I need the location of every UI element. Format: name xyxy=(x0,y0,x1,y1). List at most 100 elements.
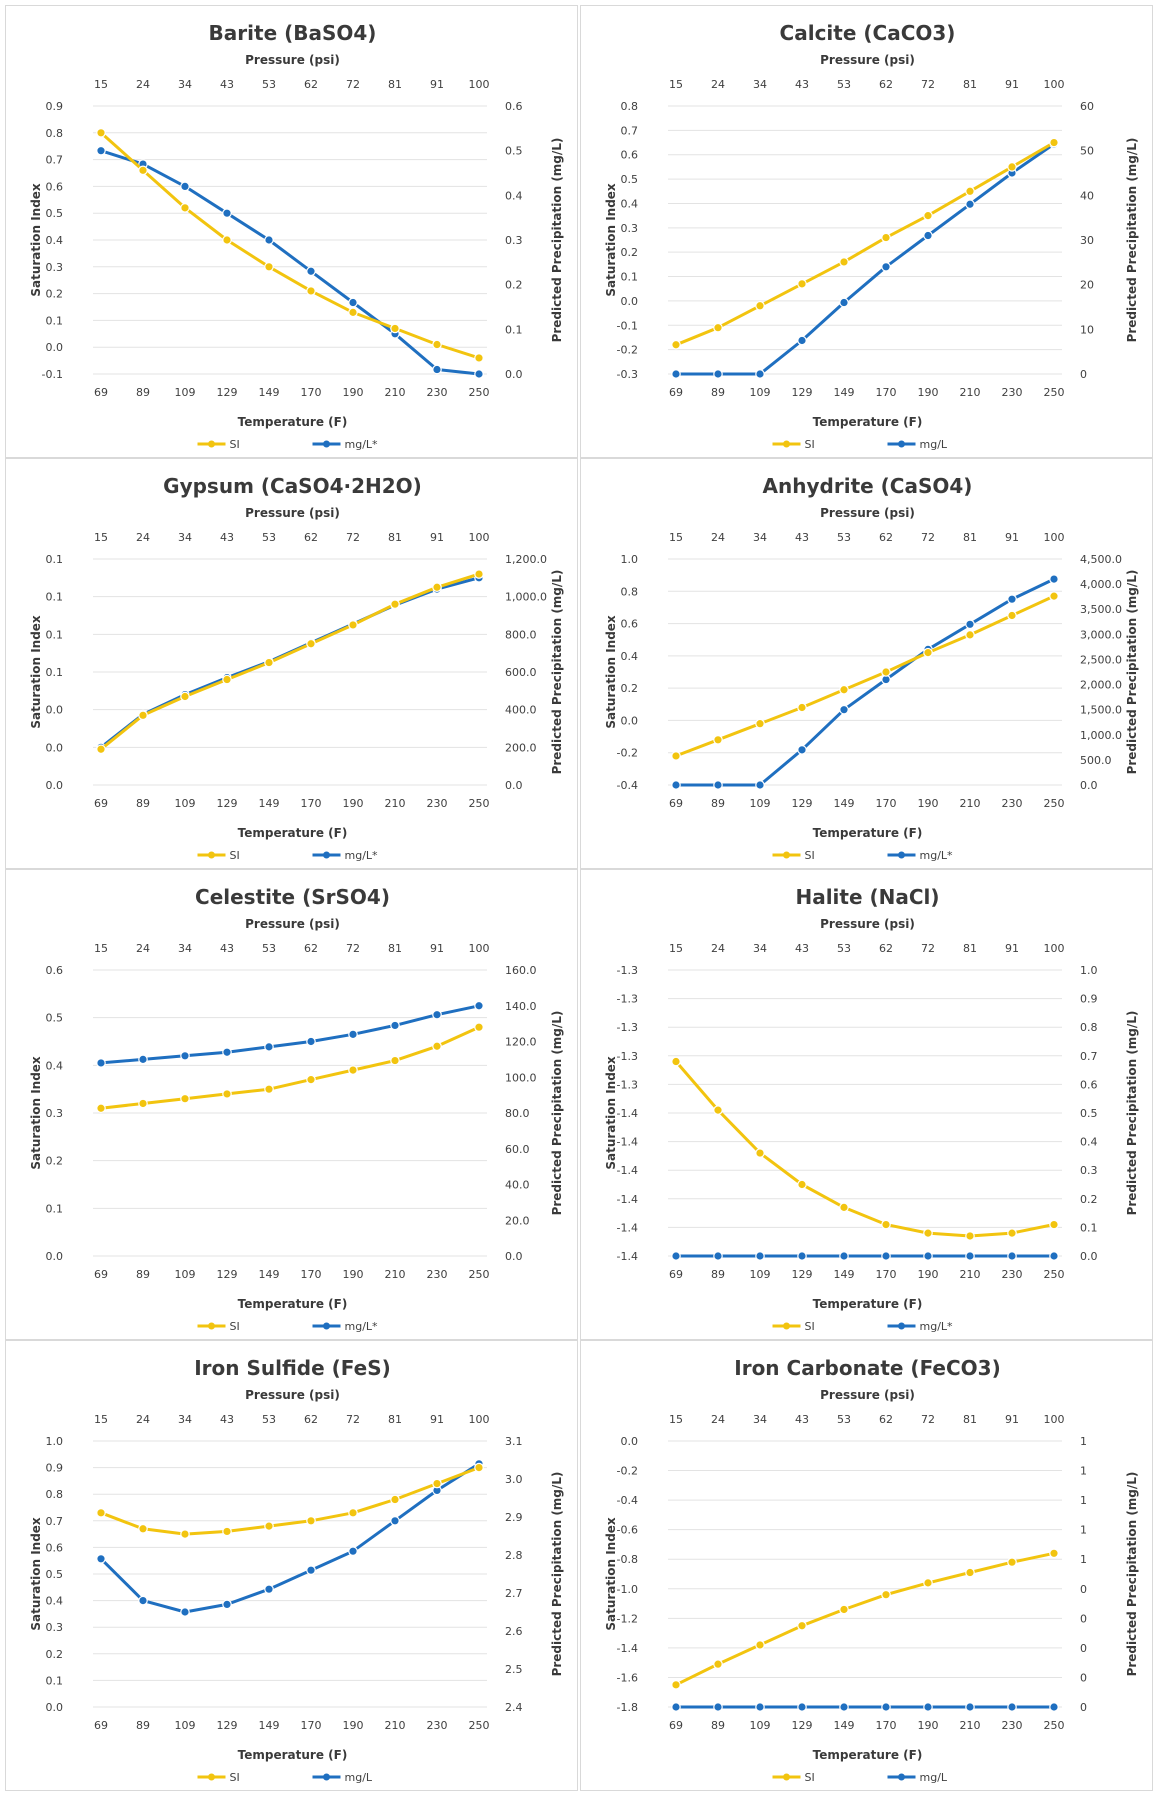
x-tick-label: 230 xyxy=(427,797,448,810)
y2-tick-label: 0.3 xyxy=(1080,1164,1098,1177)
legend-label-mgl: mg/L* xyxy=(920,849,954,862)
pressure-tick-label: 91 xyxy=(430,78,444,91)
y2-tick-label: 0.8 xyxy=(1080,1021,1098,1034)
x-tick-label: 69 xyxy=(669,1268,683,1281)
x-tick-label: 89 xyxy=(711,1268,725,1281)
data-point-si xyxy=(1007,610,1017,621)
pressure-tick-label: 62 xyxy=(879,942,893,955)
pressure-tick-label: 53 xyxy=(837,942,851,955)
y-tick-label: 0.1 xyxy=(621,271,639,284)
data-point-si xyxy=(180,1529,190,1539)
x-tick-label: 230 xyxy=(427,1268,448,1281)
y2-tick-label: 0 xyxy=(1080,1671,1087,1684)
data-point-si xyxy=(923,210,933,221)
data-point-mgl xyxy=(923,230,933,241)
y-tick-label: 0.8 xyxy=(46,1488,64,1501)
chart-panel: Iron Carbonate (FeCO3) Pressure (psi) -1.8… xyxy=(580,1340,1153,1791)
y2-tick-label: 2,000.0 xyxy=(1080,679,1122,692)
data-point-mgl xyxy=(797,745,807,755)
x-tick-label: 210 xyxy=(960,1719,981,1732)
data-point-mgl xyxy=(348,297,358,308)
pressure-tick-label: 24 xyxy=(711,1413,725,1426)
y-tick-label: 0.1 xyxy=(46,628,64,641)
y-tick-label: 0.0 xyxy=(621,714,639,727)
y-tick-label: 0.8 xyxy=(621,100,639,113)
x-tick-label: 89 xyxy=(136,1719,150,1732)
data-point-si xyxy=(222,674,232,685)
pressure-tick-label: 43 xyxy=(220,78,234,91)
pressure-tick-label: 43 xyxy=(220,1413,234,1426)
pressure-tick-label: 34 xyxy=(753,942,767,955)
y-tick-label: -1.4 xyxy=(617,1164,638,1177)
y-tick-label: -0.1 xyxy=(42,368,63,381)
data-point-si xyxy=(671,1680,681,1690)
data-point-si xyxy=(138,710,148,721)
y2-tick-label: 0.1 xyxy=(505,323,523,336)
pressure-tick-label: 91 xyxy=(430,942,444,955)
x-tick-label: 170 xyxy=(876,797,897,810)
data-point-mgl xyxy=(348,1029,358,1040)
y-tick-label: 0.1 xyxy=(46,666,64,679)
data-point-si xyxy=(713,1659,723,1669)
y-tick-label: 0.5 xyxy=(621,173,639,186)
y-tick-label: -0.4 xyxy=(617,779,638,792)
pressure-tick-label: 100 xyxy=(1044,78,1065,91)
chart-title: Anhydrite (CaSO4) xyxy=(763,474,973,498)
data-point-si xyxy=(1049,1219,1059,1230)
pressure-tick-label: 34 xyxy=(178,531,192,544)
y-tick-label: 0.4 xyxy=(46,1595,64,1608)
pressure-tick-label: 62 xyxy=(304,531,318,544)
series-line-si xyxy=(675,1551,1055,1687)
pressure-tick-label: 24 xyxy=(136,942,150,955)
top-axis-title: Pressure (psi) xyxy=(245,917,340,931)
data-point-mgl xyxy=(797,1251,807,1261)
y2-tick-label: 3,500.0 xyxy=(1080,603,1122,616)
chart-svg: Iron Sulfide (FeS) Pressure (psi) 0.0 0.1 0.… xyxy=(29,1356,564,1784)
data-point-si xyxy=(306,1516,316,1526)
series-line-mgl xyxy=(100,1004,480,1065)
data-point-si xyxy=(432,1041,442,1052)
x-tick-label: 210 xyxy=(960,386,981,399)
y-tick-label: 0.6 xyxy=(621,618,639,631)
legend-label-mgl: mg/L* xyxy=(345,438,379,451)
data-point-mgl xyxy=(1049,574,1059,584)
data-point-si xyxy=(797,1179,807,1190)
x-tick-label: 230 xyxy=(1002,797,1023,810)
data-point-mgl xyxy=(432,1009,442,1020)
data-point-si xyxy=(1049,1548,1059,1559)
pressure-tick-label: 43 xyxy=(220,531,234,544)
data-point-si xyxy=(713,734,723,745)
data-point-si xyxy=(1049,591,1059,601)
series-line-si xyxy=(100,1466,480,1536)
pressure-tick-label: 81 xyxy=(388,531,402,544)
x-axis-title: Temperature (F) xyxy=(813,1748,923,1762)
y-tick-label: 0.6 xyxy=(46,180,64,193)
y2-tick-label: 60.0 xyxy=(505,1143,530,1156)
chart-svg: Halite (NaCl) Pressure (psi) -1.4 -1.4 -1.4 -… xyxy=(604,885,1139,1333)
y-tick-label: -0.4 xyxy=(617,1494,638,1507)
pressure-tick-label: 15 xyxy=(94,531,108,544)
y-tick-label: 0.0 xyxy=(46,741,64,754)
y-tick-label: 0.9 xyxy=(46,1462,64,1475)
x-tick-label: 129 xyxy=(792,1268,813,1281)
top-axis-title: Pressure (psi) xyxy=(245,53,340,67)
x-tick-label: 129 xyxy=(217,1268,238,1281)
chart-svg: Gypsum (CaSO4·2H2O) Pressure (psi) 0.0 0.0 0… xyxy=(29,474,564,862)
pressure-tick-label: 53 xyxy=(262,1413,276,1426)
data-point-si xyxy=(96,744,106,755)
data-point-mgl xyxy=(264,1584,274,1594)
pressure-tick-label: 72 xyxy=(921,942,935,955)
data-point-si xyxy=(797,1620,807,1631)
y-tick-label: 0.3 xyxy=(46,1107,64,1120)
pressure-tick-label: 91 xyxy=(1005,942,1019,955)
y2-tick-label: 0.0 xyxy=(1080,779,1098,792)
y-tick-label: 0.4 xyxy=(46,234,64,247)
legend-label-mgl: mg/L xyxy=(920,1771,948,1784)
y2-tick-label: 1 xyxy=(1080,1524,1087,1537)
chart-svg: Barite (BaSO4) Pressure (psi) -0.1 0.0 0.1 0.… xyxy=(29,21,564,451)
pressure-tick-label: 72 xyxy=(346,78,360,91)
y-tick-label: 1.0 xyxy=(46,1435,64,1448)
y2-tick-label: 0.4 xyxy=(1080,1136,1098,1149)
data-point-mgl xyxy=(306,266,316,277)
y-tick-label: 0.1 xyxy=(46,1674,64,1687)
